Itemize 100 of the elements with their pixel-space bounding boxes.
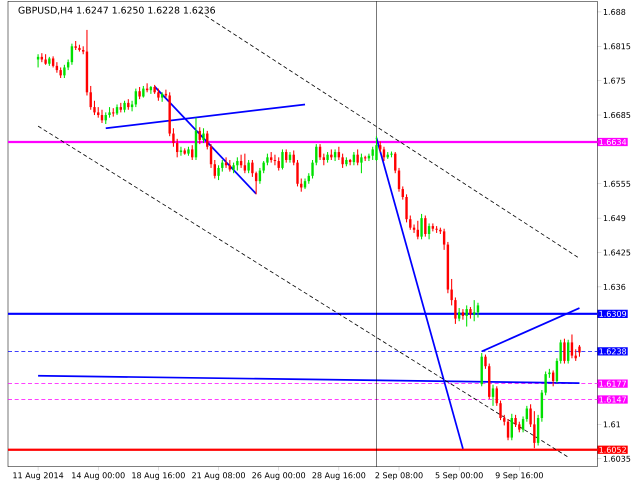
candlestick	[123, 100, 126, 113]
candlestick	[232, 162, 235, 174]
x-tick-label: 28 Aug 16:00	[312, 472, 366, 480]
candlestick	[160, 92, 164, 102]
candlestick	[454, 296, 457, 324]
candlestick	[142, 85, 145, 98]
ref-line-label: 1.6177	[600, 380, 626, 387]
candlestick	[356, 148, 359, 166]
candlestick	[262, 160, 265, 174]
candlestick	[127, 98, 130, 110]
candlestick	[198, 126, 201, 145]
candlestick	[270, 152, 272, 164]
candlestick	[221, 159, 224, 172]
candlestick	[552, 370, 554, 387]
candlestick	[130, 100, 134, 112]
candlestick	[544, 370, 547, 396]
x-tick-label: 11 Aug 2014	[13, 472, 64, 480]
candlestick	[308, 172, 310, 184]
ref-line-label: 1.6052	[600, 446, 626, 453]
candlestick	[450, 278, 453, 306]
y-tick-label: 1.6815	[604, 43, 630, 50]
candlestick	[318, 144, 322, 161]
candlestick	[247, 159, 250, 174]
candlestick	[240, 154, 242, 168]
candlestick	[424, 214, 427, 238]
candlestick	[458, 308, 460, 322]
candlestick	[97, 106, 100, 118]
y-tick-label: 1.61	[604, 421, 620, 428]
candlestick	[134, 88, 138, 108]
candlestick	[473, 300, 476, 322]
candlestick	[352, 152, 356, 166]
candlestick	[112, 108, 114, 118]
y-tick-label: 1.6555	[604, 180, 630, 187]
candlestick	[52, 56, 54, 68]
candlestick	[465, 304, 468, 328]
candlestick	[56, 62, 58, 74]
x-tick-label: 14 Aug 00:00	[72, 472, 125, 480]
candlestick	[496, 386, 498, 406]
y-tick-label: 1.6035	[604, 456, 630, 462]
candlestick	[266, 153, 269, 166]
candlestick	[559, 339, 562, 364]
candlestick	[44, 54, 47, 66]
candlestick	[191, 144, 194, 161]
candlestick	[300, 178, 302, 192]
candlestick	[526, 405, 528, 422]
ref-line-label: 1.6309	[600, 310, 626, 317]
candlestick	[254, 171, 258, 195]
candlestick	[176, 138, 178, 158]
ref-line-label: 1.6147	[600, 396, 626, 403]
candlestick	[574, 348, 577, 362]
candlestick	[334, 148, 336, 162]
x-tick-label: 18 Aug 16:00	[132, 472, 185, 480]
candlestick	[236, 156, 239, 172]
candlestick	[402, 186, 404, 200]
candlestick	[228, 159, 232, 172]
y-tick-label: 1.675	[604, 78, 626, 84]
candlestick	[206, 130, 208, 150]
candlestick	[138, 86, 141, 100]
x-tick-label: 21 Aug 08:00	[192, 472, 245, 480]
y-tick-label: 1.6425	[604, 249, 630, 256]
candlestick	[66, 58, 70, 71]
ref-line-label: 1.6238	[600, 348, 626, 354]
y-tick-label: 1.6685	[604, 112, 630, 118]
candlestick	[157, 88, 160, 102]
candlestick	[469, 306, 472, 320]
candlestick	[274, 154, 276, 166]
candlestick	[442, 228, 446, 250]
candlestick	[503, 414, 506, 426]
candlestick	[258, 167, 262, 184]
candlestick	[90, 85, 92, 110]
candlestick	[63, 64, 66, 79]
candlestick	[529, 404, 532, 428]
candlestick	[518, 421, 521, 433]
candlestick	[341, 153, 344, 168]
ref-line-label: 1.6634	[600, 138, 626, 146]
candlestick	[251, 159, 254, 178]
candlestick	[371, 146, 374, 161]
x-tick-label: 26 Aug 00:00	[252, 472, 306, 480]
candlestick	[394, 152, 396, 174]
x-tick-label: 2 Sep 08:00	[375, 472, 423, 480]
candlestick	[278, 156, 280, 172]
candlestick	[172, 128, 175, 148]
candlestick	[510, 413, 514, 441]
y-tick-label: 1.688	[604, 8, 626, 15]
candlestick	[416, 220, 420, 240]
candlestick	[104, 112, 107, 125]
candlestick	[375, 136, 378, 162]
candlestick	[330, 148, 333, 161]
y-tick-label: 1.636	[604, 284, 626, 290]
candlestick	[322, 153, 326, 166]
candlestick	[514, 414, 517, 428]
candlestick	[462, 308, 464, 320]
candlestick	[409, 214, 412, 230]
candlestick	[244, 153, 246, 174]
candlestick	[292, 150, 295, 166]
candlestick	[315, 144, 318, 166]
candlestick	[59, 66, 62, 79]
x-tick-label: 9 Sep 16:00	[496, 472, 543, 480]
candlestick	[285, 148, 288, 164]
y-tick-label: 1.649	[604, 215, 626, 222]
